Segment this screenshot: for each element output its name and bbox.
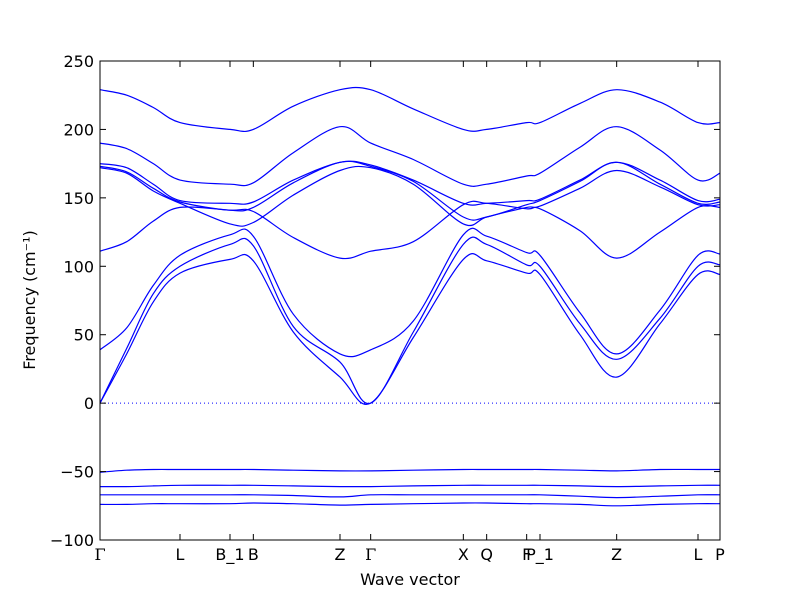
x-tick-label: Γ [94,545,105,564]
x-axis-title: Wave vector [360,570,460,589]
band-lines [99,86,721,507]
band-line-1 [99,86,721,133]
band-line-10 [99,468,720,473]
band-line-13 [99,502,721,507]
x-tick-label: Z [335,545,346,564]
band-line-11 [99,484,721,488]
x-tick-label: Q [480,545,493,564]
y-axis-title: Frequency (cm⁻¹) [20,230,39,369]
band-line-2 [99,126,721,187]
x-tick-label: P [715,545,725,564]
band-line-12 [100,494,721,499]
x-tick-label: B [248,545,259,564]
y-tick-label: 200 [63,120,94,139]
y-axis-ticks: −100 −50 0 50 100 150 200 250 [50,52,720,550]
band-line-9 [99,253,721,405]
x-tick-label: X [458,545,469,564]
x-tick-label: L [176,545,185,564]
x-tick-label: B_1 [215,545,244,565]
x-tick-label: Z [611,545,622,564]
band-line-6 [99,200,721,260]
y-tick-label: 250 [63,52,94,71]
plot-frame [99,60,721,541]
y-tick-label: 150 [63,189,94,208]
y-tick-label: 50 [74,326,94,345]
y-tick-label: 0 [84,394,94,413]
y-tick-label: −100 [50,531,94,550]
x-tick-label: L [694,545,703,564]
band-line-5 [99,165,721,227]
x-tick-label: F [522,545,531,564]
x-tick-label: P_1 [526,545,554,565]
band-line-8 [99,236,721,405]
y-tick-label: −50 [60,463,94,482]
y-tick-label: 100 [63,257,94,276]
band-line-7 [99,227,721,358]
band-line-4 [99,160,721,221]
x-tick-label: Γ [365,545,376,564]
